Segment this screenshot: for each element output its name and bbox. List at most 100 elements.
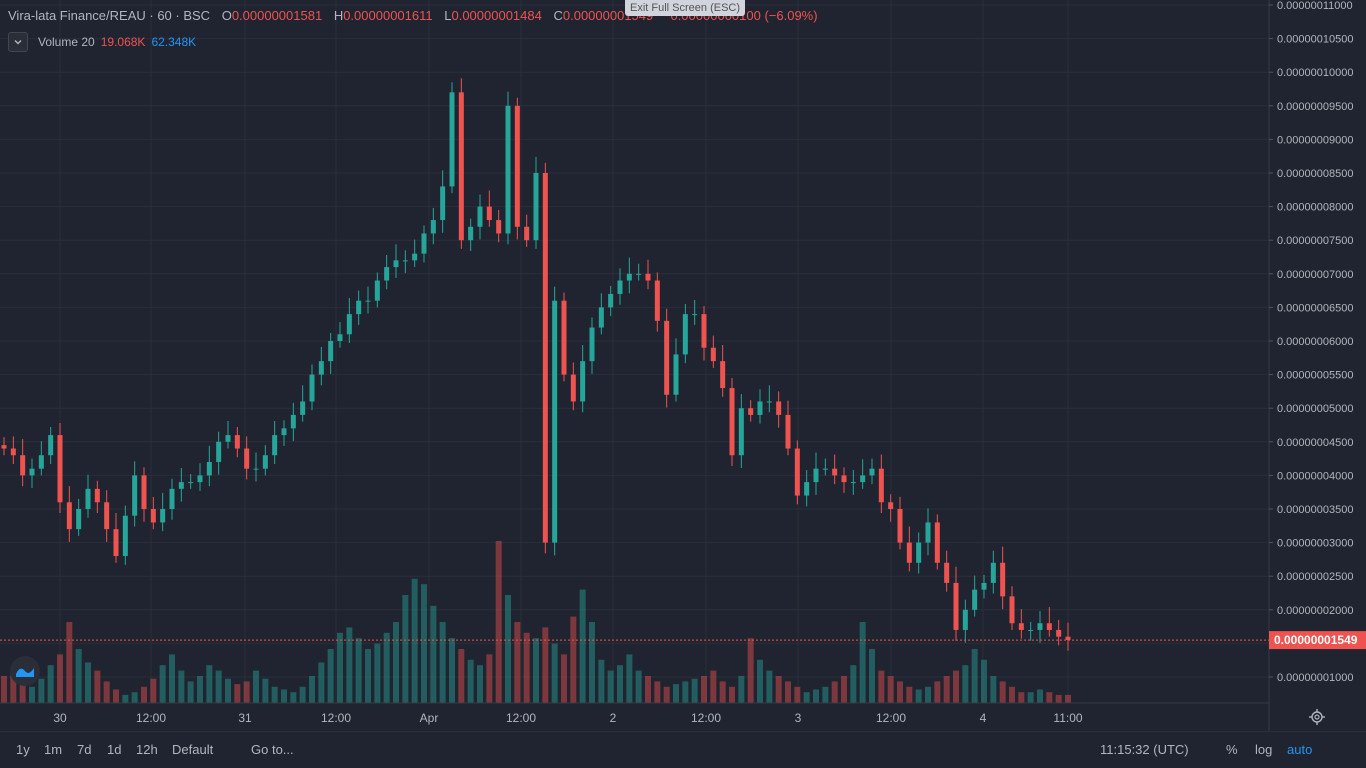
candle-body [897,509,903,543]
volume-bar [729,686,735,703]
candle-body [262,455,268,469]
candle-body [738,408,744,456]
last-price-label-bg [1269,631,1366,650]
range-7d[interactable]: 7d [77,742,92,757]
volume-bar [523,632,530,703]
candle-body [1009,596,1015,624]
volume-bar [495,541,502,703]
candle-body [374,280,380,301]
candle-body [720,361,726,389]
volume-bar [337,632,343,703]
candle-body [1065,636,1071,641]
time-tick: 12:00 [136,711,166,725]
percent-toggle[interactable]: % [1226,742,1238,757]
tradingview-logo-icon[interactable] [10,656,40,686]
candle-body [10,448,16,456]
volume-bar [514,622,521,703]
candle-body [365,300,371,302]
close-label: C [553,8,563,23]
volume-bar [169,654,175,703]
volume-bar [701,676,707,703]
volume-bar [206,665,213,703]
price-tick: 0.00000005500 [1277,370,1353,382]
chevron-down-icon[interactable] [8,32,28,52]
range-1m[interactable]: 1m [44,742,63,757]
price-tick: 0.00000004000 [1277,470,1353,482]
volume-bar [775,676,782,703]
candle-body [281,428,287,436]
candle-body [169,488,175,509]
volume-bar [430,605,437,703]
candle-body [832,468,838,476]
time-tick: 31 [238,711,252,725]
volume-bar [355,638,362,703]
price-tick: 0.00000006000 [1277,336,1353,348]
volume-bar [505,595,511,703]
candle-body [990,562,996,583]
price-tick: 0.00000007000 [1277,269,1353,281]
candle-body [813,468,819,483]
volume-bar [365,649,371,703]
exit-fullscreen-button[interactable]: Exit Full Screen (ESC) [625,0,746,16]
candle-body [664,320,670,395]
price-tick: 0.00000007500 [1277,235,1353,247]
bottom-toolbar: 1y 1m 7d 1d 12h Default Go to... 11:15:3… [0,731,1366,768]
candle-body [850,482,856,484]
range-1d[interactable]: 1d [107,742,122,757]
candle-body [1028,629,1034,631]
gear-icon[interactable] [1308,708,1326,726]
candle-body [953,582,959,630]
candle-body [477,206,483,227]
candle-body [542,173,548,543]
volume-bar [309,676,315,703]
volume-bar [243,681,250,703]
range-12h[interactable]: 12h [136,742,158,757]
volume-bar [1018,692,1025,703]
low-value: 0.00000001484 [451,8,542,23]
low-label: L [444,8,452,23]
volume-bar [887,676,894,703]
candle-body [337,334,343,341]
candle-body [440,186,446,221]
candle-body [402,260,408,262]
candle-body [48,435,54,456]
time-tick: 30 [53,711,67,725]
candle-body [29,468,35,476]
time-tick: 3 [795,711,802,725]
log-toggle[interactable]: log [1255,742,1273,757]
volume-bar [579,589,586,703]
candlestick-chart[interactable]: 0.000000010000.000000015000.000000020000… [0,0,1366,731]
range-1y[interactable]: 1y [16,742,30,757]
candle-body [197,475,203,483]
candle-body [981,582,987,590]
volume-bar [234,684,241,703]
volume-bar [981,659,987,703]
volume-bar [953,670,959,703]
time-tick: Apr [420,711,439,725]
volume-bar [477,665,483,703]
candle-body [150,509,156,523]
volume-bar [859,622,866,703]
candle-body [570,374,576,402]
candle-body [76,509,82,530]
volume-bar [290,692,297,703]
volume-bar [1046,692,1053,703]
candle-body [944,562,950,583]
time-tick: 12:00 [506,711,536,725]
auto-toggle[interactable]: auto [1287,742,1313,757]
range-default[interactable]: Default [172,742,214,757]
candle-body [776,401,782,415]
volume-bar [607,670,614,703]
candle-body [346,314,352,335]
volume-bar [225,678,231,703]
candle-body [580,361,586,402]
candle-body [645,273,651,281]
goto-button[interactable]: Go to... [251,742,294,757]
candle-body [701,314,707,348]
candle-body [225,435,231,442]
candle-body [412,253,418,261]
candle-body [141,475,147,509]
volume-bar [57,654,63,703]
volume-bar [253,670,259,703]
candle-body [841,475,847,483]
